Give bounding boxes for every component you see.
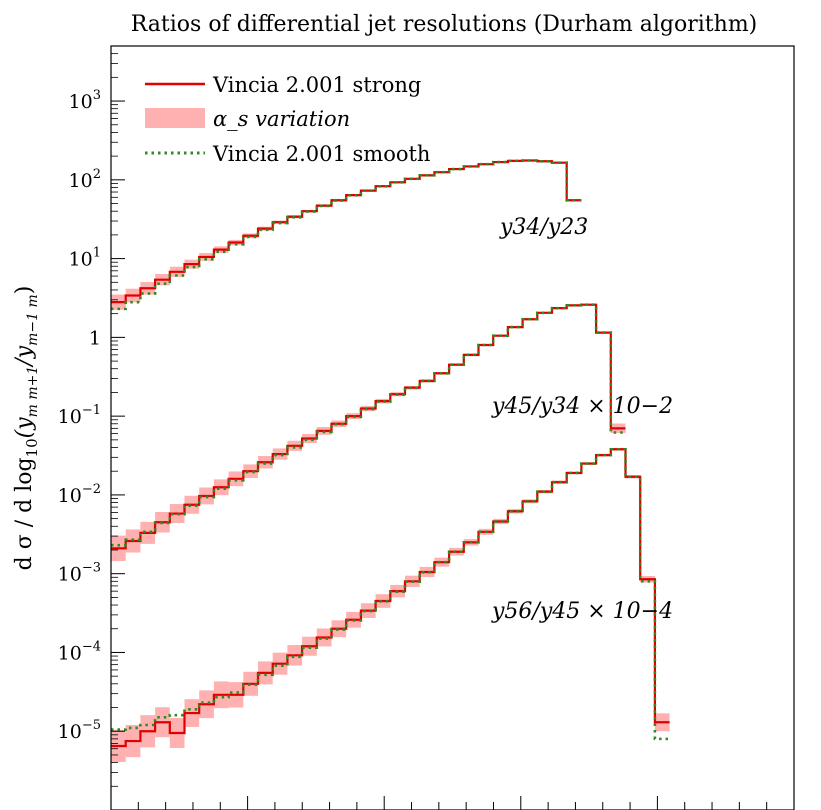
y-tick-label-8: 103	[69, 88, 101, 113]
y-tick-label-6: 101	[69, 246, 101, 271]
smooth-line-1	[111, 303, 626, 547]
x-axis	[110, 796, 795, 810]
chart-title: Ratios of differential jet resolutions (…	[131, 12, 758, 37]
legend: Vincia 2.001 strong α_s variation Vincia…	[145, 73, 430, 166]
legend-band-label: α_s variation	[213, 107, 350, 131]
y-tick-label-3: 10−2	[58, 482, 101, 507]
y-tick-label-5: 1	[89, 327, 101, 349]
y-tick-label-0: 10−5	[58, 718, 101, 743]
strong-line-1	[111, 303, 626, 550]
variation-bands	[111, 159, 670, 763]
y-tick-label-7: 102	[69, 167, 101, 192]
y-tick-label-1: 10−4	[58, 639, 101, 664]
smooth-line-0	[111, 159, 582, 311]
y-tick-label-4: 10−1	[58, 403, 101, 428]
legend-strong-label: Vincia 2.001 strong	[212, 73, 421, 97]
legend-band-swatch	[145, 108, 205, 128]
y-tick-label-2: 10−3	[58, 561, 101, 586]
annotation-y34-y23: y34/y23	[499, 215, 588, 240]
legend-smooth-label: Vincia 2.001 smooth	[212, 142, 430, 166]
y-axis: 10−5 10−4 10−3 10−2 10−1 1 101 102 103	[58, 45, 125, 787]
annotation-y56-y45: y56/y45 × 10−4	[491, 599, 673, 624]
series-lines	[111, 159, 670, 748]
annotation-y45-y34: y45/y34 × 10−2	[491, 394, 673, 419]
y-axis-label: d σ / d log10(ym m+1/ym−1 m)	[12, 286, 41, 571]
